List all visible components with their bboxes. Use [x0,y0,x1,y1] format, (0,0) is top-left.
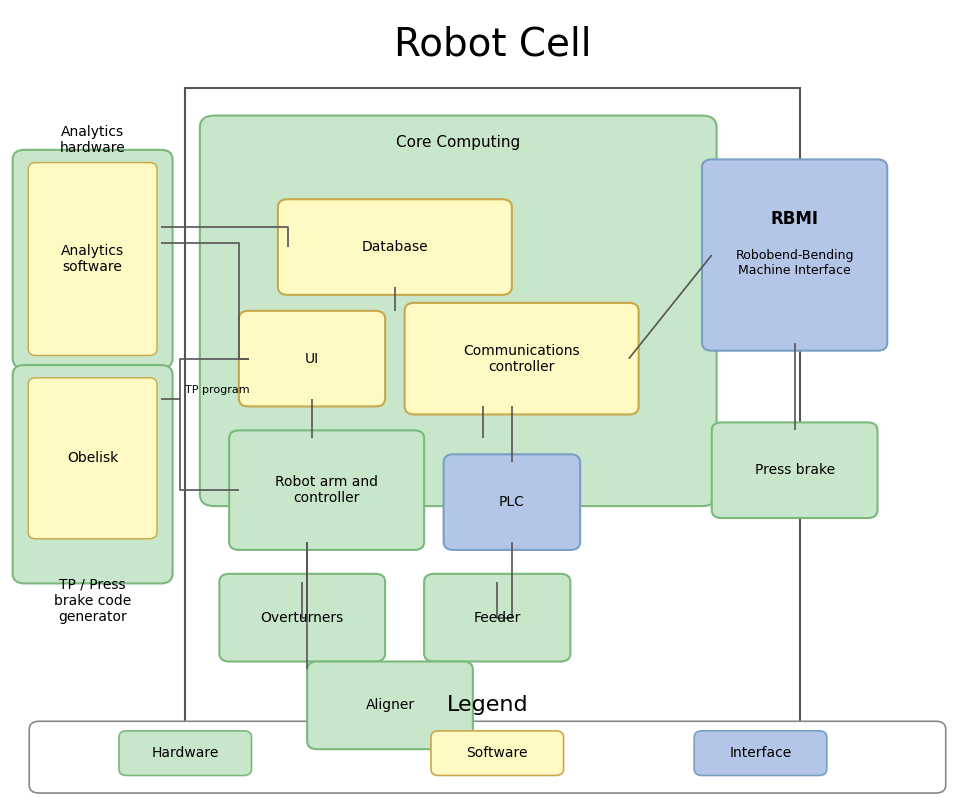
FancyBboxPatch shape [278,199,512,295]
Text: TP program: TP program [185,384,250,395]
Text: Legend: Legend [447,695,528,715]
FancyBboxPatch shape [424,574,570,662]
Text: Software: Software [466,746,528,760]
Text: Robot arm and
controller: Robot arm and controller [275,475,378,505]
FancyBboxPatch shape [239,311,385,406]
FancyBboxPatch shape [702,159,887,351]
Text: Interface: Interface [729,746,792,760]
Text: Press brake: Press brake [755,463,835,477]
FancyBboxPatch shape [712,422,878,518]
FancyBboxPatch shape [119,731,252,775]
Text: Analytics
hardware: Analytics hardware [59,125,126,155]
FancyBboxPatch shape [431,731,564,775]
FancyBboxPatch shape [694,731,827,775]
Text: Hardware: Hardware [151,746,219,760]
Text: PLC: PLC [499,495,525,509]
FancyBboxPatch shape [28,163,157,355]
FancyBboxPatch shape [13,365,173,583]
FancyBboxPatch shape [444,454,580,550]
FancyBboxPatch shape [185,88,799,741]
Text: Overturners: Overturners [260,611,344,625]
Text: Robot Cell: Robot Cell [394,26,591,64]
Text: Robobend-Bending
Machine Interface: Robobend-Bending Machine Interface [735,249,854,277]
Text: Core Computing: Core Computing [396,135,521,151]
Text: Aligner: Aligner [366,698,414,713]
Text: Communications
controller: Communications controller [463,344,580,374]
FancyBboxPatch shape [307,662,473,749]
FancyBboxPatch shape [219,574,385,662]
Text: UI: UI [305,351,319,366]
Text: TP / Press
brake code
generator: TP / Press brake code generator [54,578,132,624]
FancyBboxPatch shape [28,378,157,539]
FancyBboxPatch shape [13,150,173,368]
Text: Analytics
software: Analytics software [61,244,124,274]
Text: RBMI: RBMI [770,210,819,228]
Text: Obelisk: Obelisk [67,451,118,465]
FancyBboxPatch shape [229,430,424,550]
FancyBboxPatch shape [29,721,946,793]
Text: Database: Database [362,240,428,254]
Text: Feeder: Feeder [474,611,521,625]
FancyBboxPatch shape [200,116,717,506]
FancyBboxPatch shape [405,303,639,414]
